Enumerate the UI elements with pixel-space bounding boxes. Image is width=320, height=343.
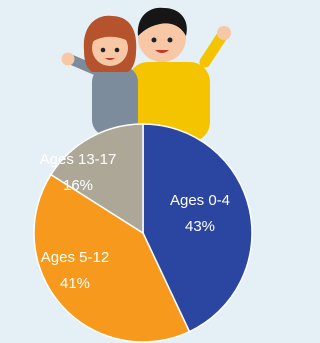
value-label: 43% (185, 218, 215, 235)
slice-label: Ages 5-12 (41, 249, 109, 266)
slice-label: Ages 13-17 (40, 151, 117, 168)
chart: Ages 0-4 43% Ages 5-12 41% Ages 13-17 16% (0, 0, 275, 343)
value-label: 16% (63, 177, 93, 194)
slice-label: Ages 0-4 (170, 192, 230, 209)
value-label: 41% (60, 275, 90, 292)
